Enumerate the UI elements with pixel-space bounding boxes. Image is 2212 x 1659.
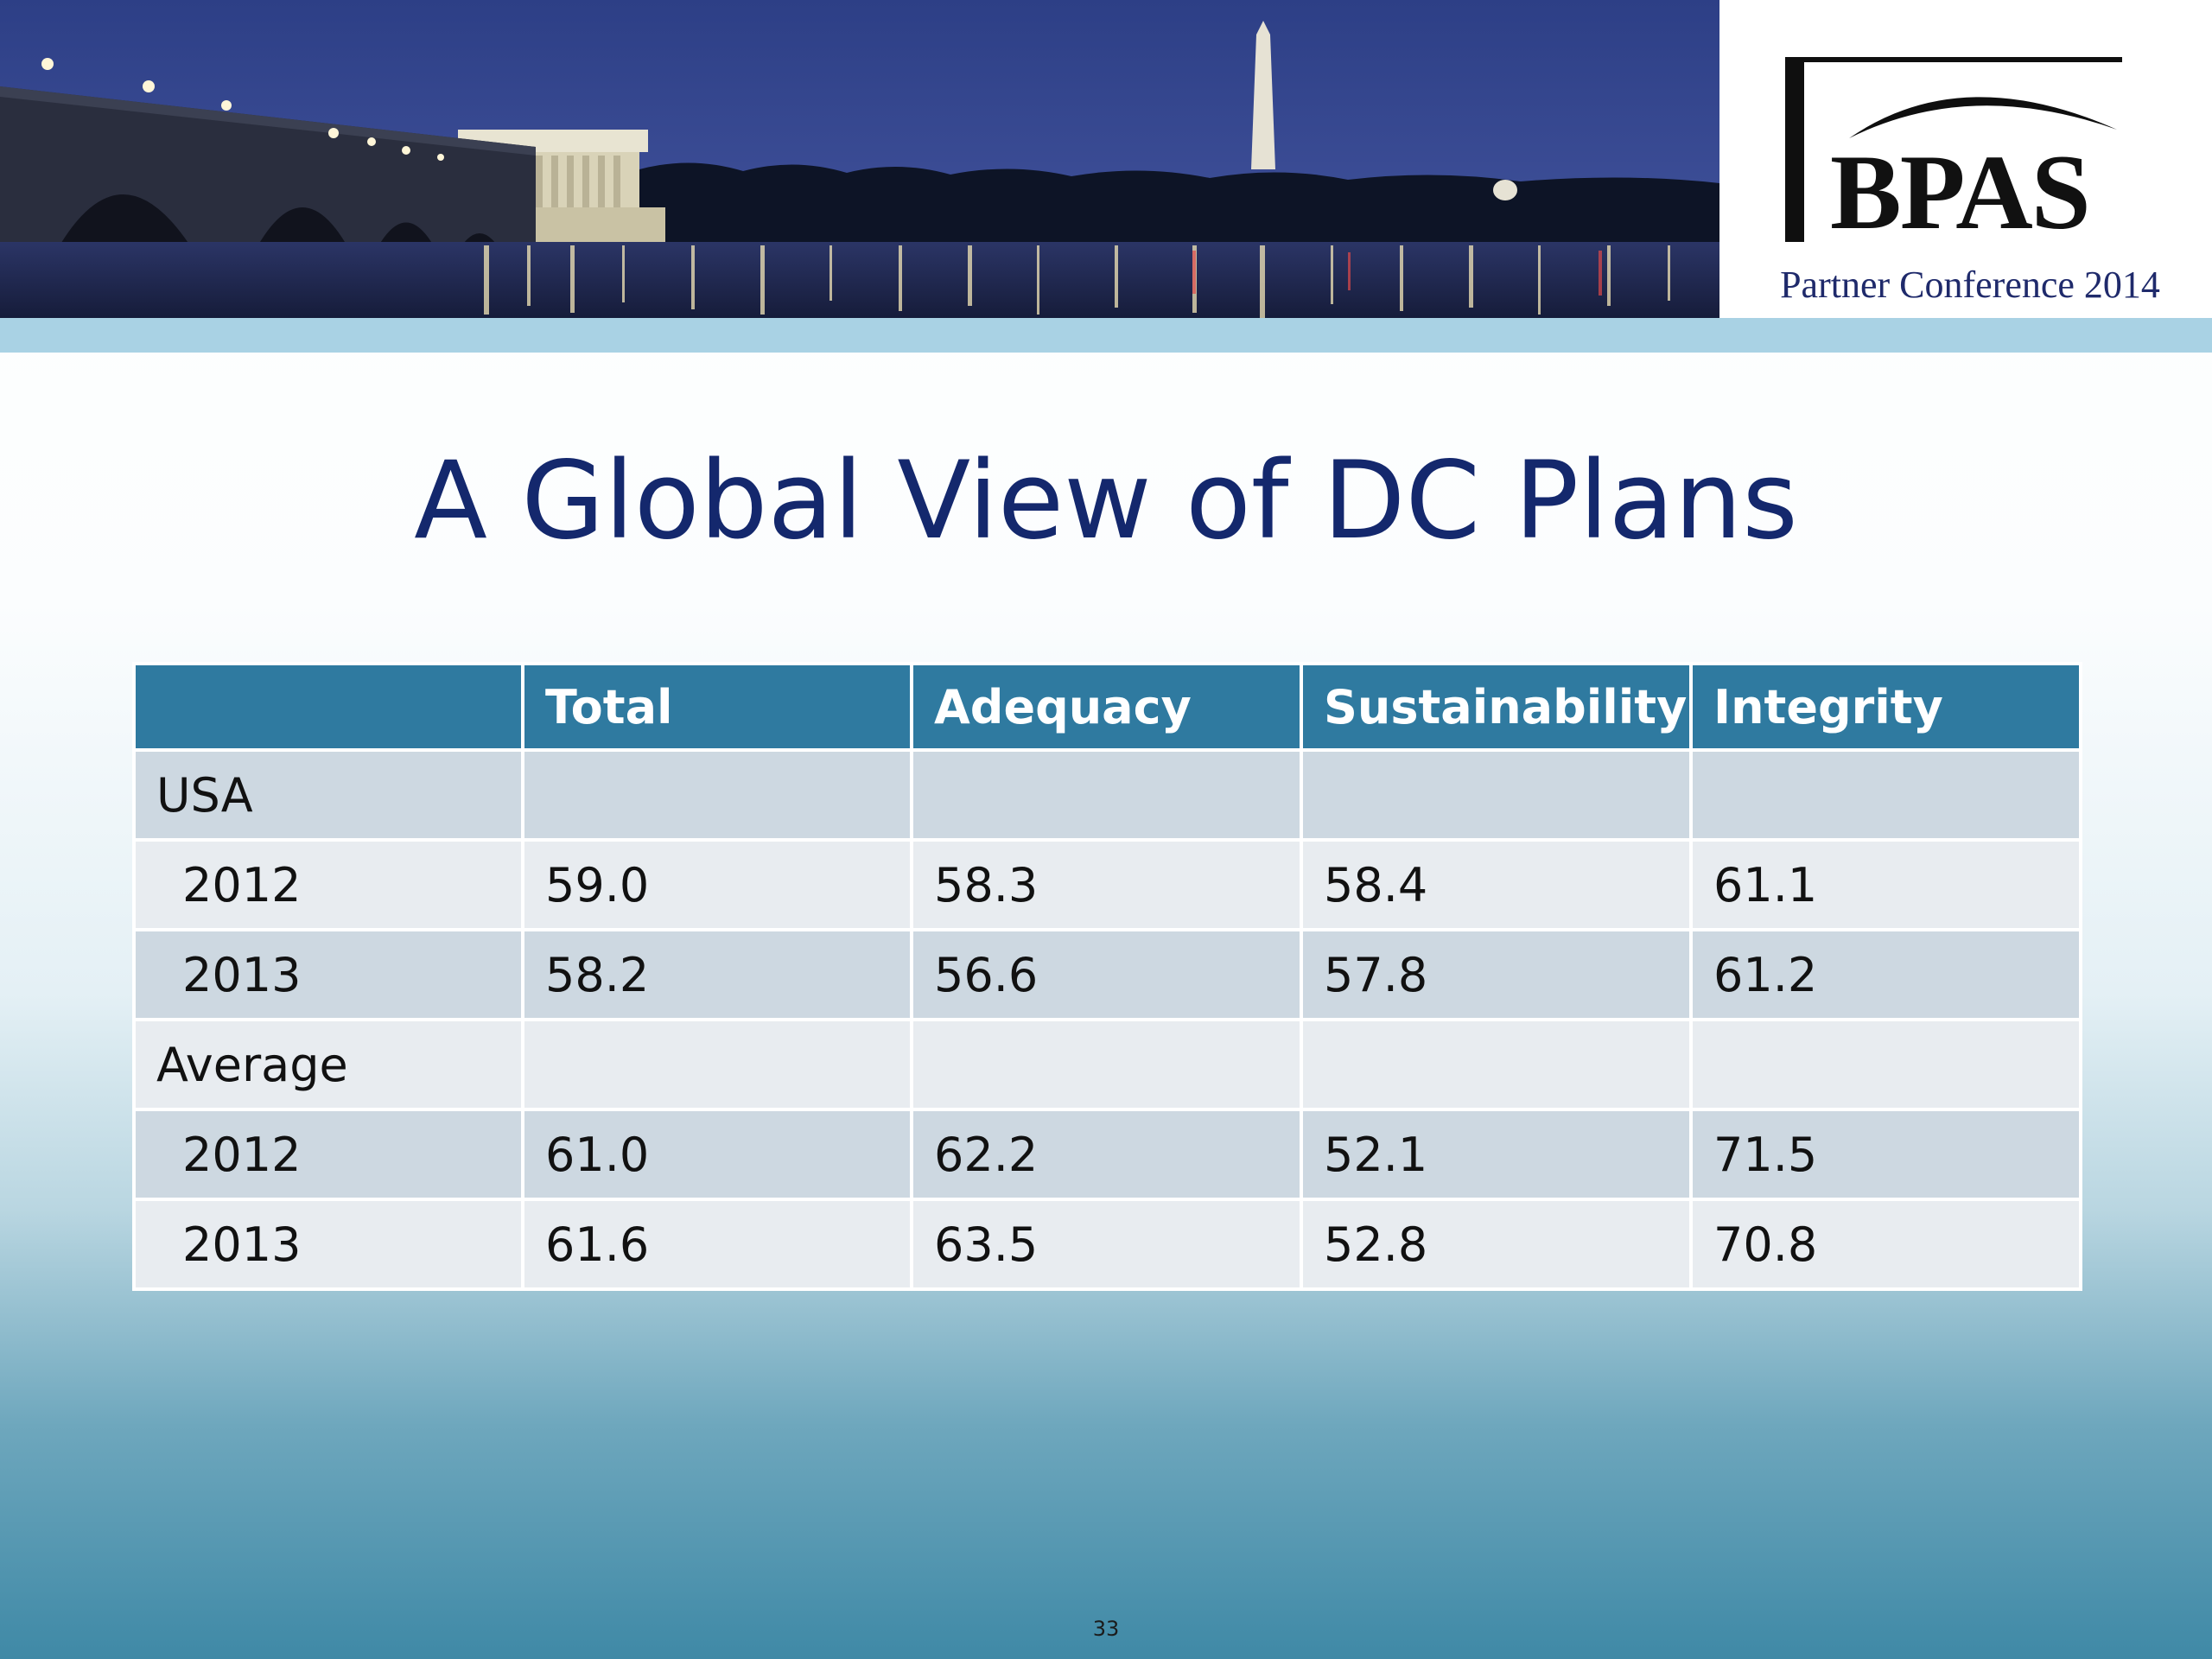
table-cell: 58.4 — [1300, 838, 1693, 931]
table-cell — [1300, 1018, 1693, 1111]
table-cell: 61.1 — [1689, 838, 2082, 931]
table-cell — [910, 1018, 1303, 1111]
logo-arc-graphic — [1785, 57, 2122, 242]
dc-plans-table: Total Adequacy Sustainability Integrity … — [132, 662, 2082, 1291]
slide-title: A Global View of DC Plans — [414, 439, 1798, 563]
table-cell: 70.8 — [1689, 1198, 2082, 1291]
column-header-adequacy: Adequacy — [910, 662, 1303, 752]
header-photo-banner — [0, 0, 1719, 318]
table-cell: 58.2 — [521, 928, 913, 1021]
row-label: 2013 — [132, 928, 524, 1021]
table-cell — [1300, 748, 1693, 842]
column-header-integrity: Integrity — [1689, 662, 2082, 752]
table-cell: 59.0 — [521, 838, 913, 931]
row-label: 2013 — [132, 1198, 524, 1291]
table-row-usa: USA — [132, 748, 2082, 842]
table-row-average: Average — [132, 1018, 2082, 1111]
table-cell: 61.6 — [521, 1198, 913, 1291]
column-header — [132, 662, 524, 752]
conference-subtitle: Partner Conference 2014 — [1780, 264, 2160, 306]
logo-wordmark: BPAS — [1830, 133, 2091, 251]
page-number: 33 — [1092, 1617, 1120, 1641]
table-cell: 58.3 — [910, 838, 1303, 931]
table-cell: 61.0 — [521, 1108, 913, 1201]
row-label: 2012 — [132, 1108, 524, 1201]
table-cell: 57.8 — [1300, 928, 1693, 1021]
table-header-row: Total Adequacy Sustainability Integrity — [132, 662, 2082, 752]
table-cell — [521, 1018, 913, 1111]
table-cell: 61.2 — [1689, 928, 2082, 1021]
table-cell: 56.6 — [910, 928, 1303, 1021]
table-row: 2013 61.6 63.5 52.8 70.8 — [132, 1198, 2082, 1291]
washington-skyline-image — [0, 0, 1719, 318]
row-label: 2012 — [132, 838, 524, 931]
column-header-total: Total — [521, 662, 913, 752]
row-label: USA — [132, 748, 524, 842]
table-cell — [521, 748, 913, 842]
table-cell — [1689, 1018, 2082, 1111]
row-label: Average — [132, 1018, 524, 1111]
bpas-logo — [1719, 0, 2212, 318]
table-cell: 63.5 — [910, 1198, 1303, 1291]
table-cell — [910, 748, 1303, 842]
table-row: 2013 58.2 56.6 57.8 61.2 — [132, 928, 2082, 1021]
column-header-sustainability: Sustainability — [1300, 662, 1693, 752]
table-row: 2012 61.0 62.2 52.1 71.5 — [132, 1108, 2082, 1201]
table-row: 2012 59.0 58.3 58.4 61.1 — [132, 838, 2082, 931]
table-cell: 62.2 — [910, 1108, 1303, 1201]
header-accent-bar — [0, 318, 2212, 353]
table-cell: 52.1 — [1300, 1108, 1693, 1201]
table-cell: 71.5 — [1689, 1108, 2082, 1201]
table-cell: 52.8 — [1300, 1198, 1693, 1291]
table-cell — [1689, 748, 2082, 842]
